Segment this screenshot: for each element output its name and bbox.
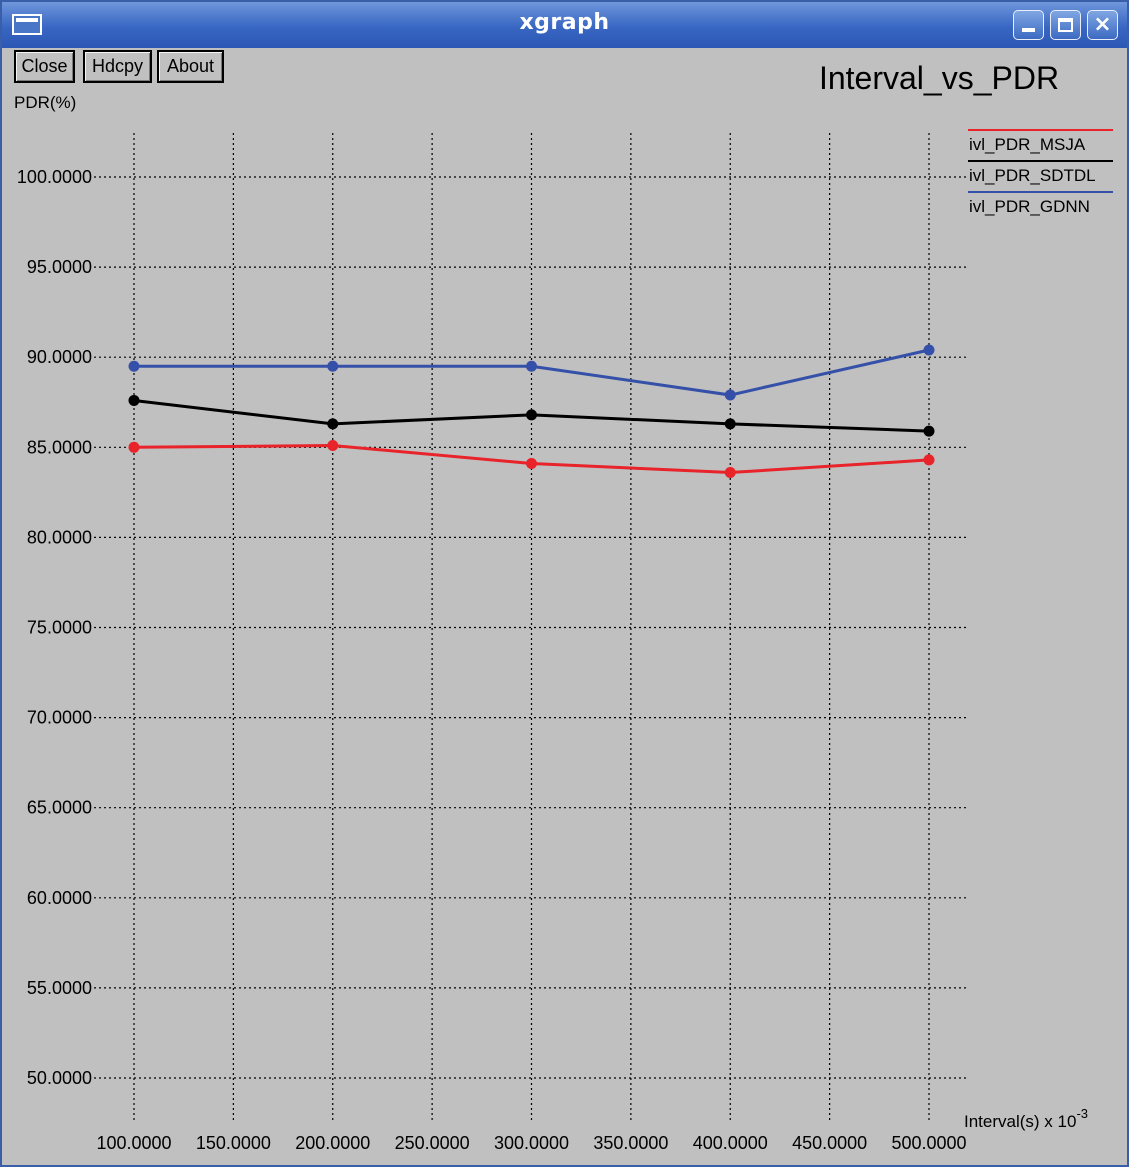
y-tick-label: 50.0000	[27, 1068, 92, 1088]
data-point	[526, 360, 537, 372]
data-point	[526, 409, 537, 421]
data-point	[923, 425, 935, 437]
x-tick-label: 500.0000	[891, 1133, 966, 1153]
tick-labels: 100.0000 150.0000 200.0000 250.0000 300.0000…	[17, 167, 967, 1153]
data-point	[923, 454, 935, 466]
data-point	[128, 441, 140, 453]
maximize-icon	[1058, 18, 1073, 32]
data-point	[923, 344, 935, 356]
legend-label: ivl_PDR_MSJA	[969, 135, 1086, 154]
series	[128, 394, 935, 437]
x-axis-label-exponent: -3	[1076, 1106, 1088, 1121]
minimize-button[interactable]	[1013, 10, 1044, 40]
legend: ivl_PDR_MSJA ivl_PDR_SDTDL ivl_PDR_GDNN	[968, 129, 1113, 216]
y-tick-label: 75.0000	[27, 618, 92, 638]
data-point	[128, 394, 140, 406]
x-axis-label: Interval(s) x 10-3	[964, 1106, 1088, 1131]
close-window-button[interactable]: ×	[1087, 10, 1118, 40]
y-tick-label: 95.0000	[27, 257, 92, 277]
y-tick-label: 55.0000	[27, 978, 92, 998]
grid	[94, 133, 968, 1122]
y-tick-label: 65.0000	[27, 798, 92, 818]
about-button[interactable]: About	[157, 50, 224, 83]
x-tick-label: 100.0000	[96, 1133, 171, 1153]
hdcpy-button[interactable]: Hdcpy	[83, 50, 152, 83]
x-tick-label: 300.0000	[494, 1133, 569, 1153]
x-axis-label-text: Interval(s) x 10	[964, 1112, 1076, 1131]
data-point	[724, 418, 736, 430]
window-menu-icon[interactable]	[12, 14, 42, 35]
x-tick-label: 450.0000	[792, 1133, 867, 1153]
y-tick-label: 80.0000	[27, 527, 92, 547]
chart-title: Interval_vs_PDR	[819, 60, 1059, 96]
y-tick-label: 90.0000	[27, 347, 92, 367]
x-tick-label: 400.0000	[693, 1133, 768, 1153]
data-point	[327, 418, 339, 430]
data-point	[327, 439, 339, 451]
legend-label: ivl_PDR_GDNN	[969, 197, 1090, 216]
y-tick-label: 85.0000	[27, 437, 92, 457]
data-point	[327, 360, 339, 372]
y-tick-label: 60.0000	[27, 888, 92, 908]
data-point	[724, 467, 736, 479]
series	[128, 344, 935, 401]
legend-label: ivl_PDR_SDTDL	[969, 166, 1096, 185]
x-tick-label: 250.0000	[395, 1133, 470, 1153]
x-tick-label: 150.0000	[196, 1133, 271, 1153]
close-button[interactable]: Close	[14, 50, 75, 83]
data-point	[724, 389, 736, 401]
window-title: xgraph	[519, 10, 610, 35]
series	[128, 439, 935, 479]
x-tick-label: 200.0000	[295, 1133, 370, 1153]
data-point	[128, 360, 140, 372]
y-axis-label: PDR(%)	[14, 93, 76, 112]
close-x-icon: ×	[1093, 12, 1112, 37]
minimize-icon	[1022, 28, 1035, 32]
title-bar[interactable]: xgraph ×	[2, 2, 1127, 48]
y-tick-label: 100.0000	[17, 167, 92, 187]
series-group	[128, 344, 935, 479]
y-tick-label: 70.0000	[27, 708, 92, 728]
data-point	[526, 458, 537, 470]
x-tick-label: 350.0000	[593, 1133, 668, 1153]
maximize-button[interactable]	[1050, 10, 1081, 40]
